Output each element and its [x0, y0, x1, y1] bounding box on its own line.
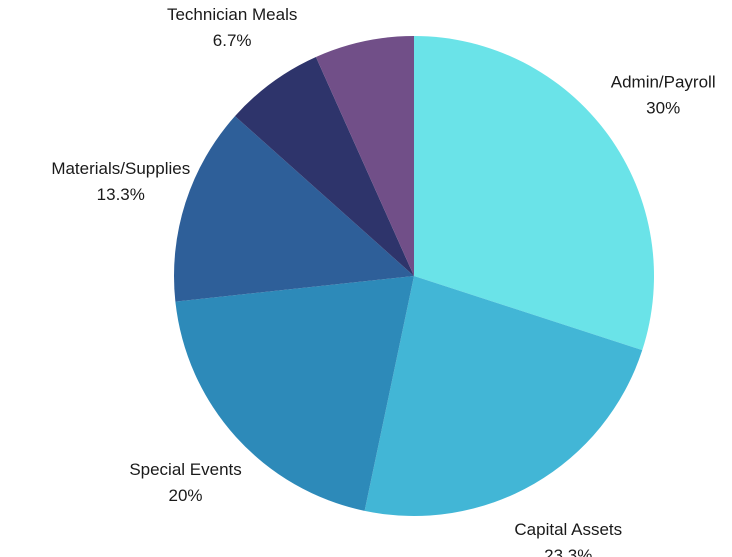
slice-value-label: 20%: [169, 486, 203, 505]
pie-slice: [364, 276, 643, 516]
slice-label: Special Events: [129, 460, 241, 479]
pie-slice: [173, 116, 414, 302]
slice-value-label: 6.7%: [213, 31, 252, 50]
slice-value-label: 30%: [646, 98, 680, 117]
slice-label: Materials/Supplies: [51, 159, 190, 178]
slice-value-label: 13.3%: [97, 185, 145, 204]
pie-slice: [414, 36, 654, 351]
slice-label: Capital Assets: [514, 520, 622, 539]
slice-label: Admin/Payroll: [611, 72, 716, 91]
slice-value-label: 23.3%: [544, 546, 592, 557]
slice-label: Technician Meals: [167, 5, 297, 24]
pie-slice: [175, 276, 414, 511]
pie-slice: [315, 36, 414, 276]
pie-slice: [234, 56, 414, 277]
